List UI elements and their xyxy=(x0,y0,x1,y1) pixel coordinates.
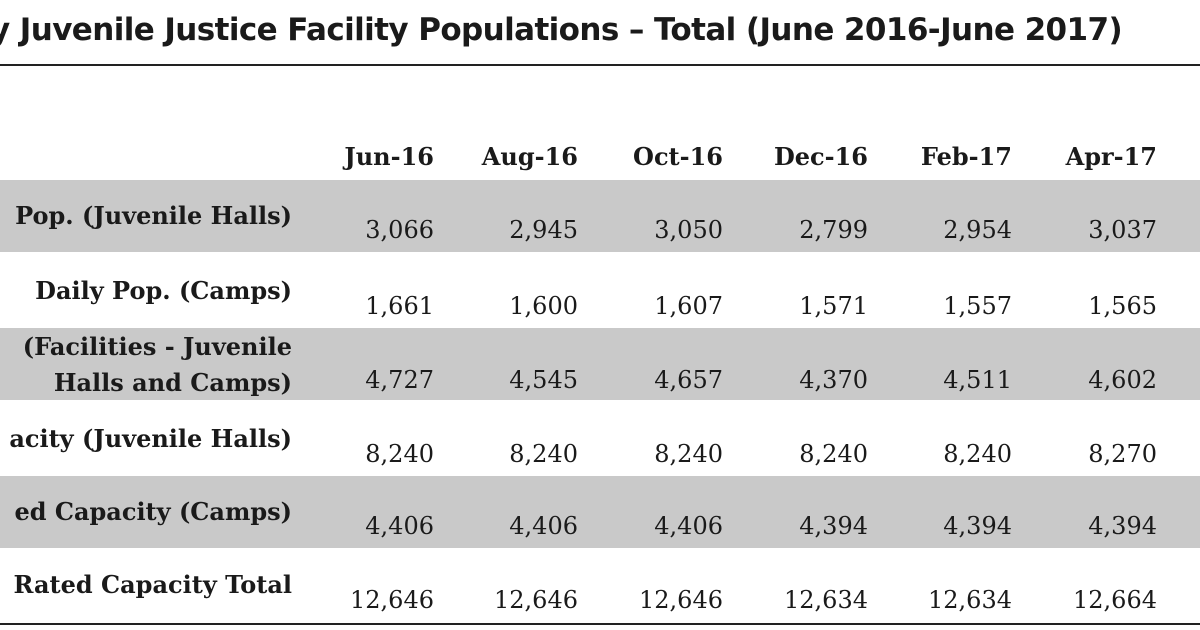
row-label: ed Capacity (Camps) xyxy=(14,497,292,526)
table-cell: 2,799 xyxy=(799,216,868,244)
table-cell: 12,646 xyxy=(350,586,434,614)
table-cell: 4,406 xyxy=(509,512,578,540)
table-title: y Juvenile Justice Facility Populations … xyxy=(0,12,1123,48)
row-label: Rated Capacity Total xyxy=(13,570,292,599)
row-label: acity (Juvenile Halls) xyxy=(9,424,292,453)
table-cell: 3,066 xyxy=(365,216,434,244)
table-cell: 8,240 xyxy=(365,440,434,468)
table-cell: 4,394 xyxy=(799,512,868,540)
table-cell: 12,664 xyxy=(1073,586,1157,614)
table-cell: 1,557 xyxy=(943,292,1012,320)
title-divider xyxy=(0,64,1200,66)
column-header-aug-16: Aug-16 xyxy=(481,142,578,171)
column-header-apr-17: Apr-17 xyxy=(1065,142,1157,171)
table-cell: 4,406 xyxy=(365,512,434,540)
table-cell: 12,646 xyxy=(639,586,723,614)
table-row-camps-pop: Daily Pop. (Camps) 1,661 1,600 1,607 1,5… xyxy=(0,252,1200,328)
row-label-continued: Halls and Camps) xyxy=(53,368,292,397)
table-cell: 4,727 xyxy=(365,366,434,394)
table-bottom-rule xyxy=(0,623,1200,625)
table-row-camps-capacity: ed Capacity (Camps) 4,406 4,406 4,406 4,… xyxy=(0,476,1200,548)
table-cell: 2,954 xyxy=(943,216,1012,244)
table-cell: 12,646 xyxy=(494,586,578,614)
table-cell: 1,600 xyxy=(509,292,578,320)
table-cell: 1,565 xyxy=(1088,292,1157,320)
column-header-feb-17: Feb-17 xyxy=(920,142,1012,171)
table-cell: 12,634 xyxy=(784,586,868,614)
table-cell: 8,240 xyxy=(943,440,1012,468)
table-cell: 8,240 xyxy=(509,440,578,468)
row-label: (Facilities - Juvenile xyxy=(22,332,292,361)
row-label: Daily Pop. (Camps) xyxy=(35,276,292,305)
table-cell: 2,945 xyxy=(509,216,578,244)
table-cell: 4,602 xyxy=(1088,366,1157,394)
table-row-juvenile-halls-capacity: acity (Juvenile Halls) 8,240 8,240 8,240… xyxy=(0,400,1200,476)
column-header-oct-16: Oct-16 xyxy=(633,142,723,171)
table-cell: 8,270 xyxy=(1088,440,1157,468)
row-label: Pop. (Juvenile Halls) xyxy=(15,201,292,230)
column-header-dec-16: Dec-16 xyxy=(773,142,868,171)
table-cell: 4,394 xyxy=(1088,512,1157,540)
table-cell: 4,511 xyxy=(943,366,1012,394)
table-cell: 4,370 xyxy=(799,366,868,394)
table-row-rated-capacity-total: Rated Capacity Total 12,646 12,646 12,64… xyxy=(0,548,1200,623)
table-row-juvenile-halls-pop: Pop. (Juvenile Halls) 3,066 2,945 3,050 … xyxy=(0,180,1200,252)
table-cell: 3,037 xyxy=(1088,216,1157,244)
table-cell: 4,545 xyxy=(509,366,578,394)
table-cell: 4,394 xyxy=(943,512,1012,540)
table-cell: 3,050 xyxy=(654,216,723,244)
column-header-jun-16: Jun-16 xyxy=(344,142,434,171)
table-cell: 4,406 xyxy=(654,512,723,540)
table-cell: 8,240 xyxy=(654,440,723,468)
table-cell: 4,657 xyxy=(654,366,723,394)
table-cell: 1,571 xyxy=(799,292,868,320)
table-row-facilities-total-pop: (Facilities - Juvenile Halls and Camps) … xyxy=(0,328,1200,400)
table-cell: 12,634 xyxy=(928,586,1012,614)
table-cell: 8,240 xyxy=(799,440,868,468)
table-cell: 1,607 xyxy=(654,292,723,320)
table-cell: 1,661 xyxy=(365,292,434,320)
